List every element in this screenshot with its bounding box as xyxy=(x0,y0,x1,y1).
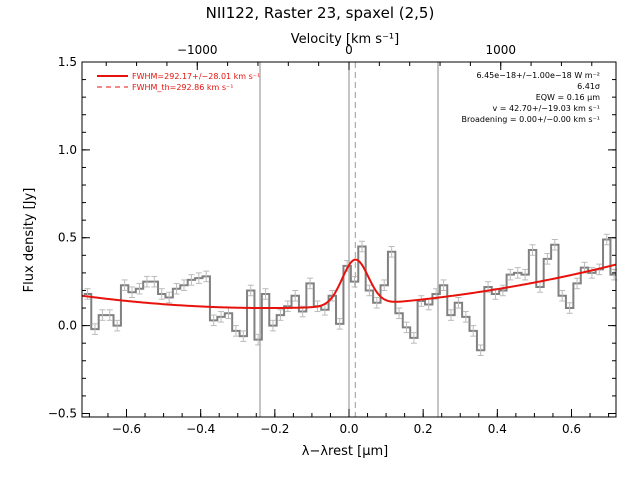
spectrum-step-line xyxy=(83,238,616,352)
y-tick-label: 1.0 xyxy=(58,143,77,157)
y-tick-label: 1.5 xyxy=(58,55,77,69)
x-tick-label: −0.4 xyxy=(186,422,215,436)
top-tick-label: 1000 xyxy=(485,43,516,57)
fit-line xyxy=(81,258,617,310)
top-tick-label: 0 xyxy=(345,43,353,57)
legend: FWHM=292.17+/−28.01 km s⁻¹ FWHM_th=292.8… xyxy=(97,72,260,92)
y-tick-label: 0.0 xyxy=(58,319,77,333)
top-tick-label: −1000 xyxy=(177,43,218,57)
spectrum-series xyxy=(83,233,618,356)
annotation-broadening: Broadening = 0.00+/−0.00 km s⁻¹ xyxy=(462,115,600,124)
fit-annotations: 6.45e−18+/−1.00e−18 W m⁻² 6.41σ EQW = 0.… xyxy=(462,71,601,124)
x-axis-label: λ−λrest [μm] xyxy=(302,444,388,459)
annotation-velocity: v = 42.70+/−19.03 km s⁻¹ xyxy=(492,104,600,113)
legend-item-fwhm-th: FWHM_th=292.86 km s⁻¹ xyxy=(132,83,233,92)
axes: −0.6 −0.4 −0.2 0.0 0.2 0.4 0.6 −0.5 0.0 0.5 1.0 1.5… xyxy=(48,43,616,436)
x-tick-label: 0.4 xyxy=(488,422,507,436)
x-tick-label: −0.6 xyxy=(112,422,141,436)
top-axis-label: Velocity [km s⁻¹] xyxy=(291,32,399,47)
x-tick-label: 0.6 xyxy=(562,422,581,436)
fit-series xyxy=(81,258,617,310)
annotation-flux: 6.45e−18+/−1.00e−18 W m⁻² xyxy=(476,71,600,80)
x-tick-label: 0.0 xyxy=(339,422,358,436)
y-tick-label: 0.5 xyxy=(58,231,77,245)
chart-title: NII122, Raster 23, spaxel (2,5) xyxy=(206,4,435,22)
x-tick-label: 0.2 xyxy=(414,422,433,436)
y-tick-label: −0.5 xyxy=(48,406,77,420)
annotation-eqw: EQW = 0.16 μm xyxy=(536,93,600,102)
x-tick-label: −0.2 xyxy=(260,422,289,436)
y-axis-label: Flux density [Jy] xyxy=(22,188,37,293)
annotation-significance: 6.41σ xyxy=(577,82,600,91)
vertical-lines xyxy=(259,62,439,417)
legend-item-fwhm: FWHM=292.17+/−28.01 km s⁻¹ xyxy=(132,72,260,81)
